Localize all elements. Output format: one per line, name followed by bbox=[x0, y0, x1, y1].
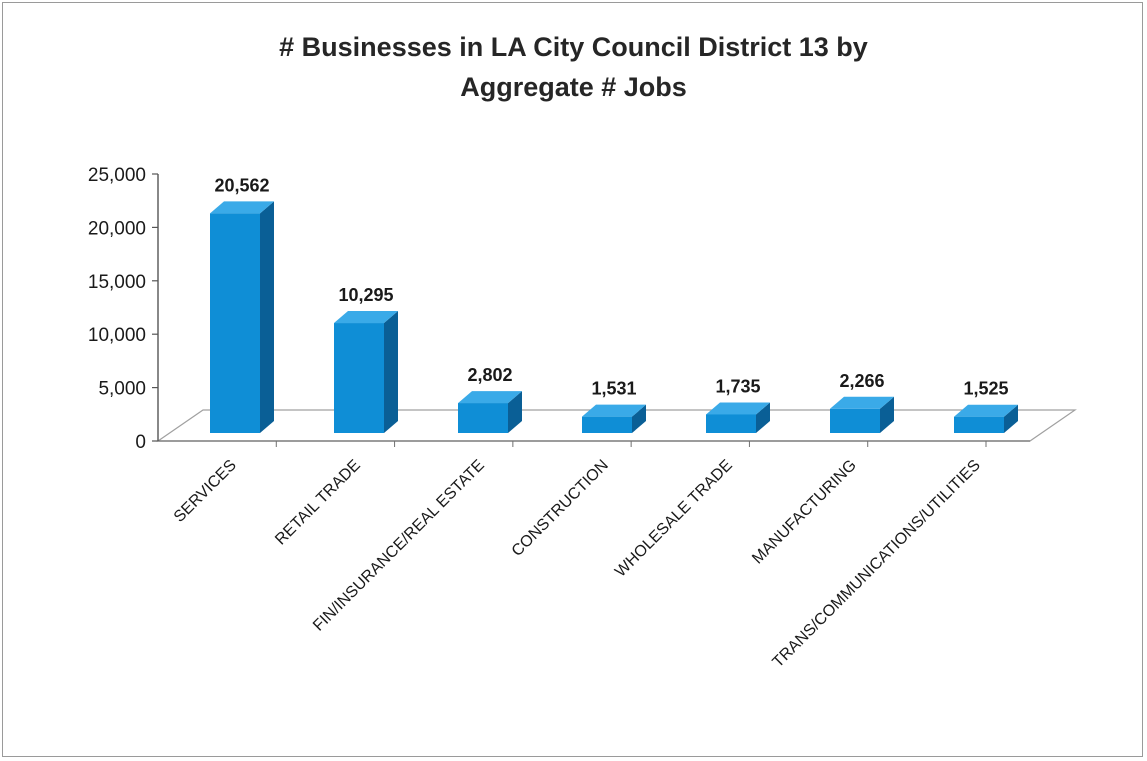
bar bbox=[334, 323, 384, 433]
data-label: 20,562 bbox=[214, 175, 269, 195]
bar-side bbox=[260, 201, 274, 433]
bar bbox=[582, 416, 632, 433]
y-tick-label: 5,000 bbox=[98, 379, 146, 400]
bar-top bbox=[458, 391, 522, 404]
data-label: 1,531 bbox=[591, 379, 636, 399]
bar-side bbox=[632, 404, 646, 433]
data-label: 2,802 bbox=[467, 365, 512, 385]
y-tick-label: 10,000 bbox=[88, 325, 146, 346]
data-label: 1,525 bbox=[963, 379, 1008, 399]
bar bbox=[210, 213, 260, 433]
bar bbox=[954, 416, 1004, 433]
chart-title-line-2: Aggregate # Jobs bbox=[460, 72, 687, 102]
category-label: SERVICES bbox=[171, 457, 240, 526]
bar-top bbox=[582, 404, 646, 417]
category-label: TRANS/COMMUNICATIONS/UTILITIES bbox=[770, 457, 984, 671]
bar-top bbox=[334, 311, 398, 324]
bar-top bbox=[706, 402, 770, 415]
category-label: RETAIL TRADE bbox=[272, 457, 364, 549]
y-tick-label: 20,000 bbox=[88, 218, 146, 239]
data-label: 2,266 bbox=[839, 371, 884, 391]
bar bbox=[830, 408, 880, 433]
category-label: WHOLESALE TRADE bbox=[612, 457, 736, 581]
bar-side bbox=[384, 311, 398, 433]
bar-top bbox=[830, 396, 894, 409]
y-tick-label: 15,000 bbox=[88, 272, 146, 293]
bar bbox=[458, 403, 508, 433]
bar-top bbox=[954, 404, 1018, 417]
bar-top bbox=[210, 201, 274, 214]
bar-side bbox=[508, 391, 522, 433]
bar-side bbox=[756, 402, 770, 433]
chart-title-line-1: # Businesses in LA City Council District… bbox=[279, 32, 868, 62]
category-label: MANUFACTURING bbox=[749, 457, 860, 568]
bar-side bbox=[880, 396, 894, 433]
category-label: CONSTRUCTION bbox=[509, 457, 612, 560]
y-tick-label: 0 bbox=[135, 432, 146, 453]
bar bbox=[706, 414, 756, 433]
y-tick-label: 25,000 bbox=[88, 165, 146, 186]
data-label: 1,735 bbox=[715, 376, 760, 396]
data-label: 10,295 bbox=[338, 285, 393, 305]
bar-side bbox=[1004, 404, 1018, 433]
